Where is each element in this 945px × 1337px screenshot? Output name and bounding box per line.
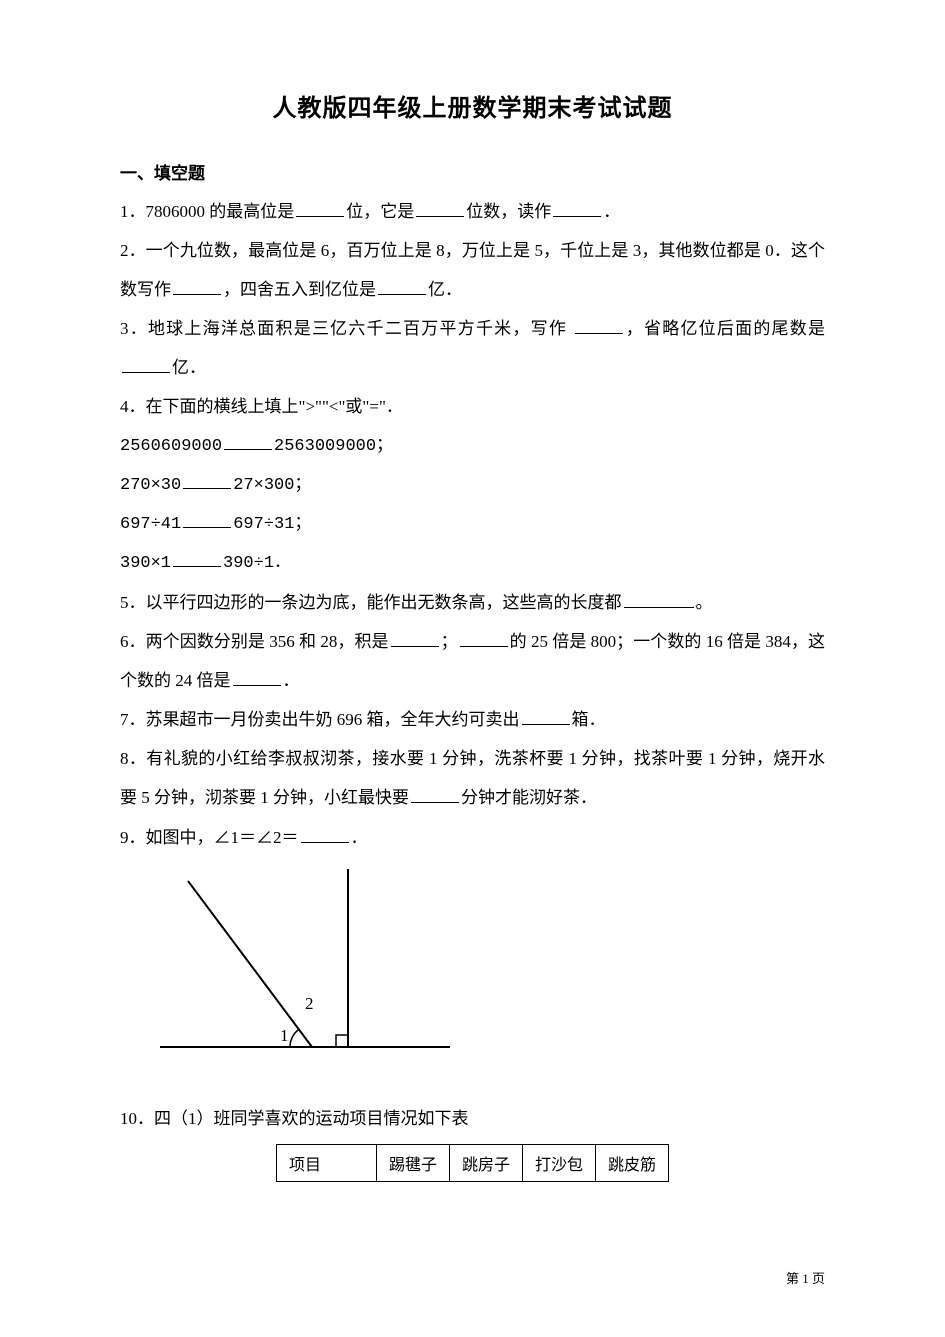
q4l4-blank[interactable] bbox=[173, 550, 221, 567]
q2-text-2: ，四舍五入到亿位是 bbox=[223, 280, 376, 299]
question-4-line-4: 390×1 390÷1． bbox=[120, 544, 825, 583]
svg-text:1: 1 bbox=[280, 1026, 289, 1045]
q6-blank-2[interactable] bbox=[460, 630, 508, 647]
q3-text-3: 亿． bbox=[172, 358, 206, 377]
q4l3-a: 697÷41 bbox=[120, 515, 181, 534]
page-footer: 第 1 页 bbox=[786, 1268, 825, 1287]
question-4-line-3: 697÷41 697÷31； bbox=[120, 505, 825, 544]
q3-blank-1[interactable] bbox=[575, 317, 623, 334]
q8-text-2: 分钟才能沏好茶． bbox=[461, 788, 597, 807]
question-10-intro: 10．四（1）班同学喜欢的运动项目情况如下表 bbox=[120, 1099, 825, 1138]
question-9: 9．如图中，∠1＝∠2＝ ． bbox=[120, 818, 825, 857]
q1-blank-2[interactable] bbox=[416, 200, 464, 217]
q6-text-2: ； bbox=[441, 632, 458, 651]
angle-diagram: 12 bbox=[120, 869, 825, 1079]
q1-blank-3[interactable] bbox=[553, 200, 601, 217]
table-header-0: 项目 bbox=[276, 1144, 376, 1181]
q9-text-2: ． bbox=[351, 828, 368, 847]
q2-text-3: 亿． bbox=[428, 280, 462, 299]
question-3: 3．地球上海洋总面积是三亿六千二百万平方千米，写作 ，省略亿位后面的尾数是亿． bbox=[120, 309, 825, 387]
table-header-2: 跳房子 bbox=[449, 1144, 522, 1181]
q5-blank-1[interactable] bbox=[624, 591, 694, 608]
q3-text-2: ，省略亿位后面的尾数是 bbox=[625, 319, 825, 338]
svg-text:2: 2 bbox=[305, 994, 314, 1013]
question-10-table-wrap: 项目 踢毽子 跳房子 打沙包 跳皮筋 bbox=[120, 1144, 825, 1182]
question-4-line-1: 2560609000 2563009000； bbox=[120, 427, 825, 466]
q7-text-2: 箱． bbox=[572, 710, 606, 729]
q7-text-1: 7．苏果超市一月份卖出牛奶 696 箱，全年大约可卖出 bbox=[120, 710, 520, 729]
q4l2-b: 27×300； bbox=[233, 476, 311, 495]
q1-text-1: 1．7806000 的最高位是 bbox=[120, 202, 294, 221]
table-header-4: 跳皮筋 bbox=[596, 1144, 669, 1181]
q6-blank-3[interactable] bbox=[233, 669, 281, 686]
q4l2-a: 270×30 bbox=[120, 476, 181, 495]
q4l1-b: 2563009000； bbox=[274, 437, 393, 456]
angle-diagram-svg: 12 bbox=[150, 869, 460, 1074]
question-1: 1．7806000 的最高位是 位，它是 位数，读作 ． bbox=[120, 192, 825, 231]
q7-blank-1[interactable] bbox=[522, 708, 570, 725]
q6-text-1: 6．两个因数分别是 356 和 28，积是 bbox=[120, 632, 389, 651]
question-4-line-2: 270×30 27×300； bbox=[120, 466, 825, 505]
q3-blank-2[interactable] bbox=[122, 356, 170, 373]
question-2: 2．一个九位数，最高位是 6，百万位上是 8，万位上是 5，千位上是 3，其他数… bbox=[120, 231, 825, 309]
q1-text-3: 位数，读作 bbox=[466, 202, 551, 221]
question-6: 6．两个因数分别是 356 和 28，积是；的 25 倍是 800；一个数的 1… bbox=[120, 622, 825, 700]
table-row: 项目 踢毽子 跳房子 打沙包 跳皮筋 bbox=[276, 1144, 668, 1181]
q6-blank-1[interactable] bbox=[391, 630, 439, 647]
footer-suffix: 页 bbox=[809, 1271, 825, 1286]
q4l4-b: 390÷1． bbox=[223, 554, 291, 573]
question-10-table: 项目 踢毽子 跳房子 打沙包 跳皮筋 bbox=[276, 1144, 669, 1182]
footer-prefix: 第 bbox=[786, 1271, 802, 1286]
table-header-1: 踢毽子 bbox=[376, 1144, 449, 1181]
q9-text-1: 9．如图中，∠1＝∠2＝ bbox=[120, 828, 299, 847]
q1-blank-1[interactable] bbox=[296, 200, 344, 217]
question-4-intro: 4．在下面的横线上填上">""<"或"="． bbox=[120, 387, 825, 426]
q5-text-1: 5．以平行四边形的一条边为底，能作出无数条高，这些高的长度都 bbox=[120, 593, 622, 612]
q4l1-blank[interactable] bbox=[224, 433, 272, 450]
q3-text-1: 3．地球上海洋总面积是三亿六千二百万平方千米，写作 bbox=[120, 319, 573, 338]
q1-text-4: ． bbox=[603, 202, 620, 221]
q9-blank-1[interactable] bbox=[301, 826, 349, 843]
q6-text-4: ． bbox=[283, 671, 300, 690]
q4l1-a: 2560609000 bbox=[120, 437, 222, 456]
q4l3-blank[interactable] bbox=[183, 511, 231, 528]
question-7: 7．苏果超市一月份卖出牛奶 696 箱，全年大约可卖出 箱． bbox=[120, 700, 825, 739]
section-1-header: 一、填空题 bbox=[120, 159, 825, 184]
q4l2-blank[interactable] bbox=[183, 472, 231, 489]
table-header-3: 打沙包 bbox=[523, 1144, 596, 1181]
q4l3-b: 697÷31； bbox=[233, 515, 311, 534]
q1-text-2: 位，它是 bbox=[346, 202, 414, 221]
question-5: 5．以平行四边形的一条边为底，能作出无数条高，这些高的长度都 。 bbox=[120, 583, 825, 622]
q8-blank-1[interactable] bbox=[411, 786, 459, 803]
q2-blank-2[interactable] bbox=[378, 278, 426, 295]
question-8: 8．有礼貌的小红给李叔叔沏茶，接水要 1 分钟，洗茶杯要 1 分钟，找茶叶要 1… bbox=[120, 739, 825, 817]
page-title: 人教版四年级上册数学期末考试试题 bbox=[120, 88, 825, 123]
q5-text-2: 。 bbox=[696, 593, 713, 612]
q2-blank-1[interactable] bbox=[173, 278, 221, 295]
q4l4-a: 390×1 bbox=[120, 554, 171, 573]
